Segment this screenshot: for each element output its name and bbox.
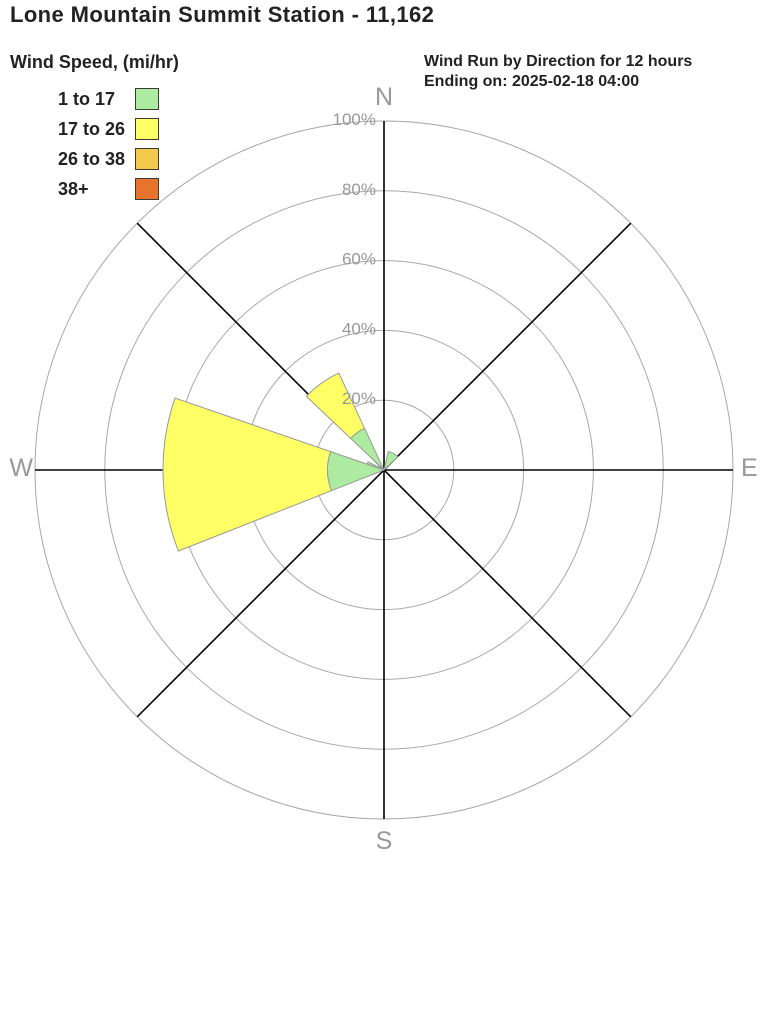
svg-text:60%: 60% bbox=[342, 250, 376, 269]
svg-text:S: S bbox=[376, 827, 393, 855]
svg-text:20%: 20% bbox=[342, 389, 376, 408]
svg-text:40%: 40% bbox=[342, 319, 376, 338]
svg-text:80%: 80% bbox=[342, 180, 376, 199]
svg-text:N: N bbox=[375, 83, 393, 111]
svg-text:E: E bbox=[741, 454, 758, 482]
svg-text:W: W bbox=[9, 454, 33, 482]
svg-text:100%: 100% bbox=[333, 110, 376, 129]
